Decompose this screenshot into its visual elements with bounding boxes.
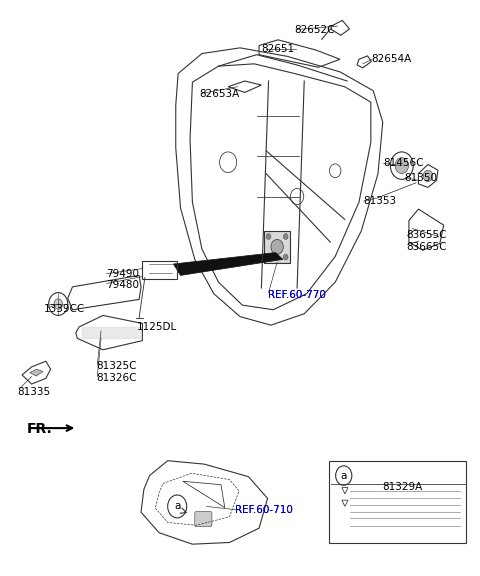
Text: 81329A: 81329A <box>382 482 422 492</box>
Circle shape <box>395 158 408 173</box>
Text: 82651: 82651 <box>262 44 295 54</box>
Circle shape <box>283 234 288 240</box>
Text: 81335: 81335 <box>17 387 50 397</box>
Circle shape <box>54 299 62 309</box>
Polygon shape <box>82 327 141 338</box>
Text: 83665C: 83665C <box>407 242 447 252</box>
Circle shape <box>283 254 288 260</box>
Text: a: a <box>174 502 180 511</box>
Text: 81326C: 81326C <box>96 373 137 383</box>
Text: 82652C: 82652C <box>295 25 335 35</box>
Text: 1125DL: 1125DL <box>137 322 177 332</box>
Circle shape <box>266 254 271 260</box>
Polygon shape <box>30 369 43 376</box>
Text: 1339CC: 1339CC <box>44 304 85 314</box>
FancyBboxPatch shape <box>264 231 290 263</box>
Text: 83655C: 83655C <box>407 230 447 240</box>
Polygon shape <box>173 252 283 275</box>
Text: 79490: 79490 <box>106 269 139 279</box>
Text: 81456C: 81456C <box>383 158 423 168</box>
FancyBboxPatch shape <box>195 511 212 526</box>
Text: a: a <box>340 471 347 480</box>
Circle shape <box>266 234 271 240</box>
Circle shape <box>271 240 283 254</box>
Text: 81350: 81350 <box>404 173 437 183</box>
Text: 82653A: 82653A <box>200 89 240 98</box>
Text: REF.60-710: REF.60-710 <box>235 505 293 515</box>
Text: FR.: FR. <box>27 422 53 436</box>
Circle shape <box>423 170 432 181</box>
Text: REF.60-770: REF.60-770 <box>267 290 325 300</box>
Text: 81353: 81353 <box>363 196 396 206</box>
Text: REF.60-710: REF.60-710 <box>235 505 293 515</box>
Text: 82654A: 82654A <box>371 54 411 65</box>
Text: 81325C: 81325C <box>96 361 137 372</box>
Text: 79480: 79480 <box>106 280 139 290</box>
Text: REF.60-770: REF.60-770 <box>267 290 325 300</box>
